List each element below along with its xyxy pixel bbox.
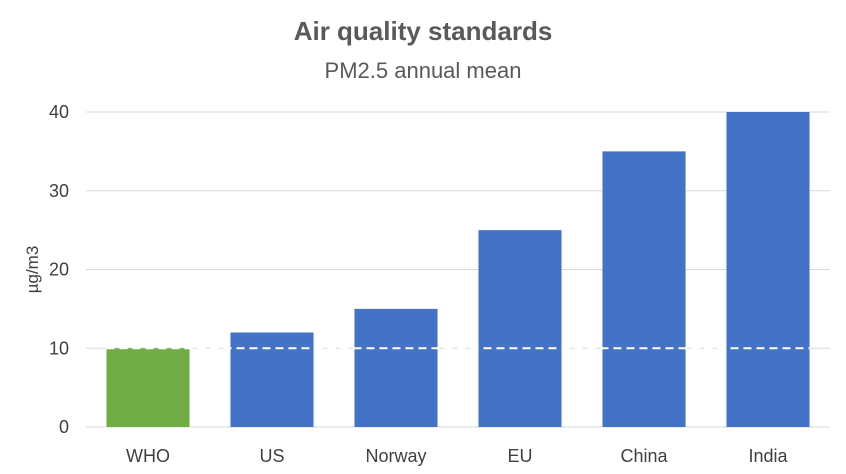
x-tick-label-us: US — [259, 446, 284, 466]
bar-who — [106, 348, 190, 427]
y-tick-label-20: 20 — [49, 260, 69, 280]
x-tick-label-norway: Norway — [365, 446, 426, 466]
y-tick-label-0: 0 — [59, 417, 69, 437]
chart-subtitle: PM2.5 annual mean — [324, 58, 522, 83]
y-tick-label-10: 10 — [49, 338, 69, 358]
x-tick-label-china: China — [620, 446, 668, 466]
y-tick-label-40: 40 — [49, 102, 69, 122]
x-tick-label-eu: EU — [507, 446, 532, 466]
bar-china — [602, 151, 686, 427]
bar-eu — [478, 230, 562, 427]
y-tick-label-30: 30 — [49, 181, 69, 201]
x-tick-label-who: WHO — [126, 446, 170, 466]
chart-title: Air quality standards — [293, 16, 553, 46]
x-tick-label-india: India — [748, 446, 788, 466]
y-axis-label: µg/m3 — [23, 246, 42, 294]
bar-us — [230, 332, 314, 427]
bar-india — [726, 112, 810, 427]
bar-norway — [354, 308, 438, 427]
